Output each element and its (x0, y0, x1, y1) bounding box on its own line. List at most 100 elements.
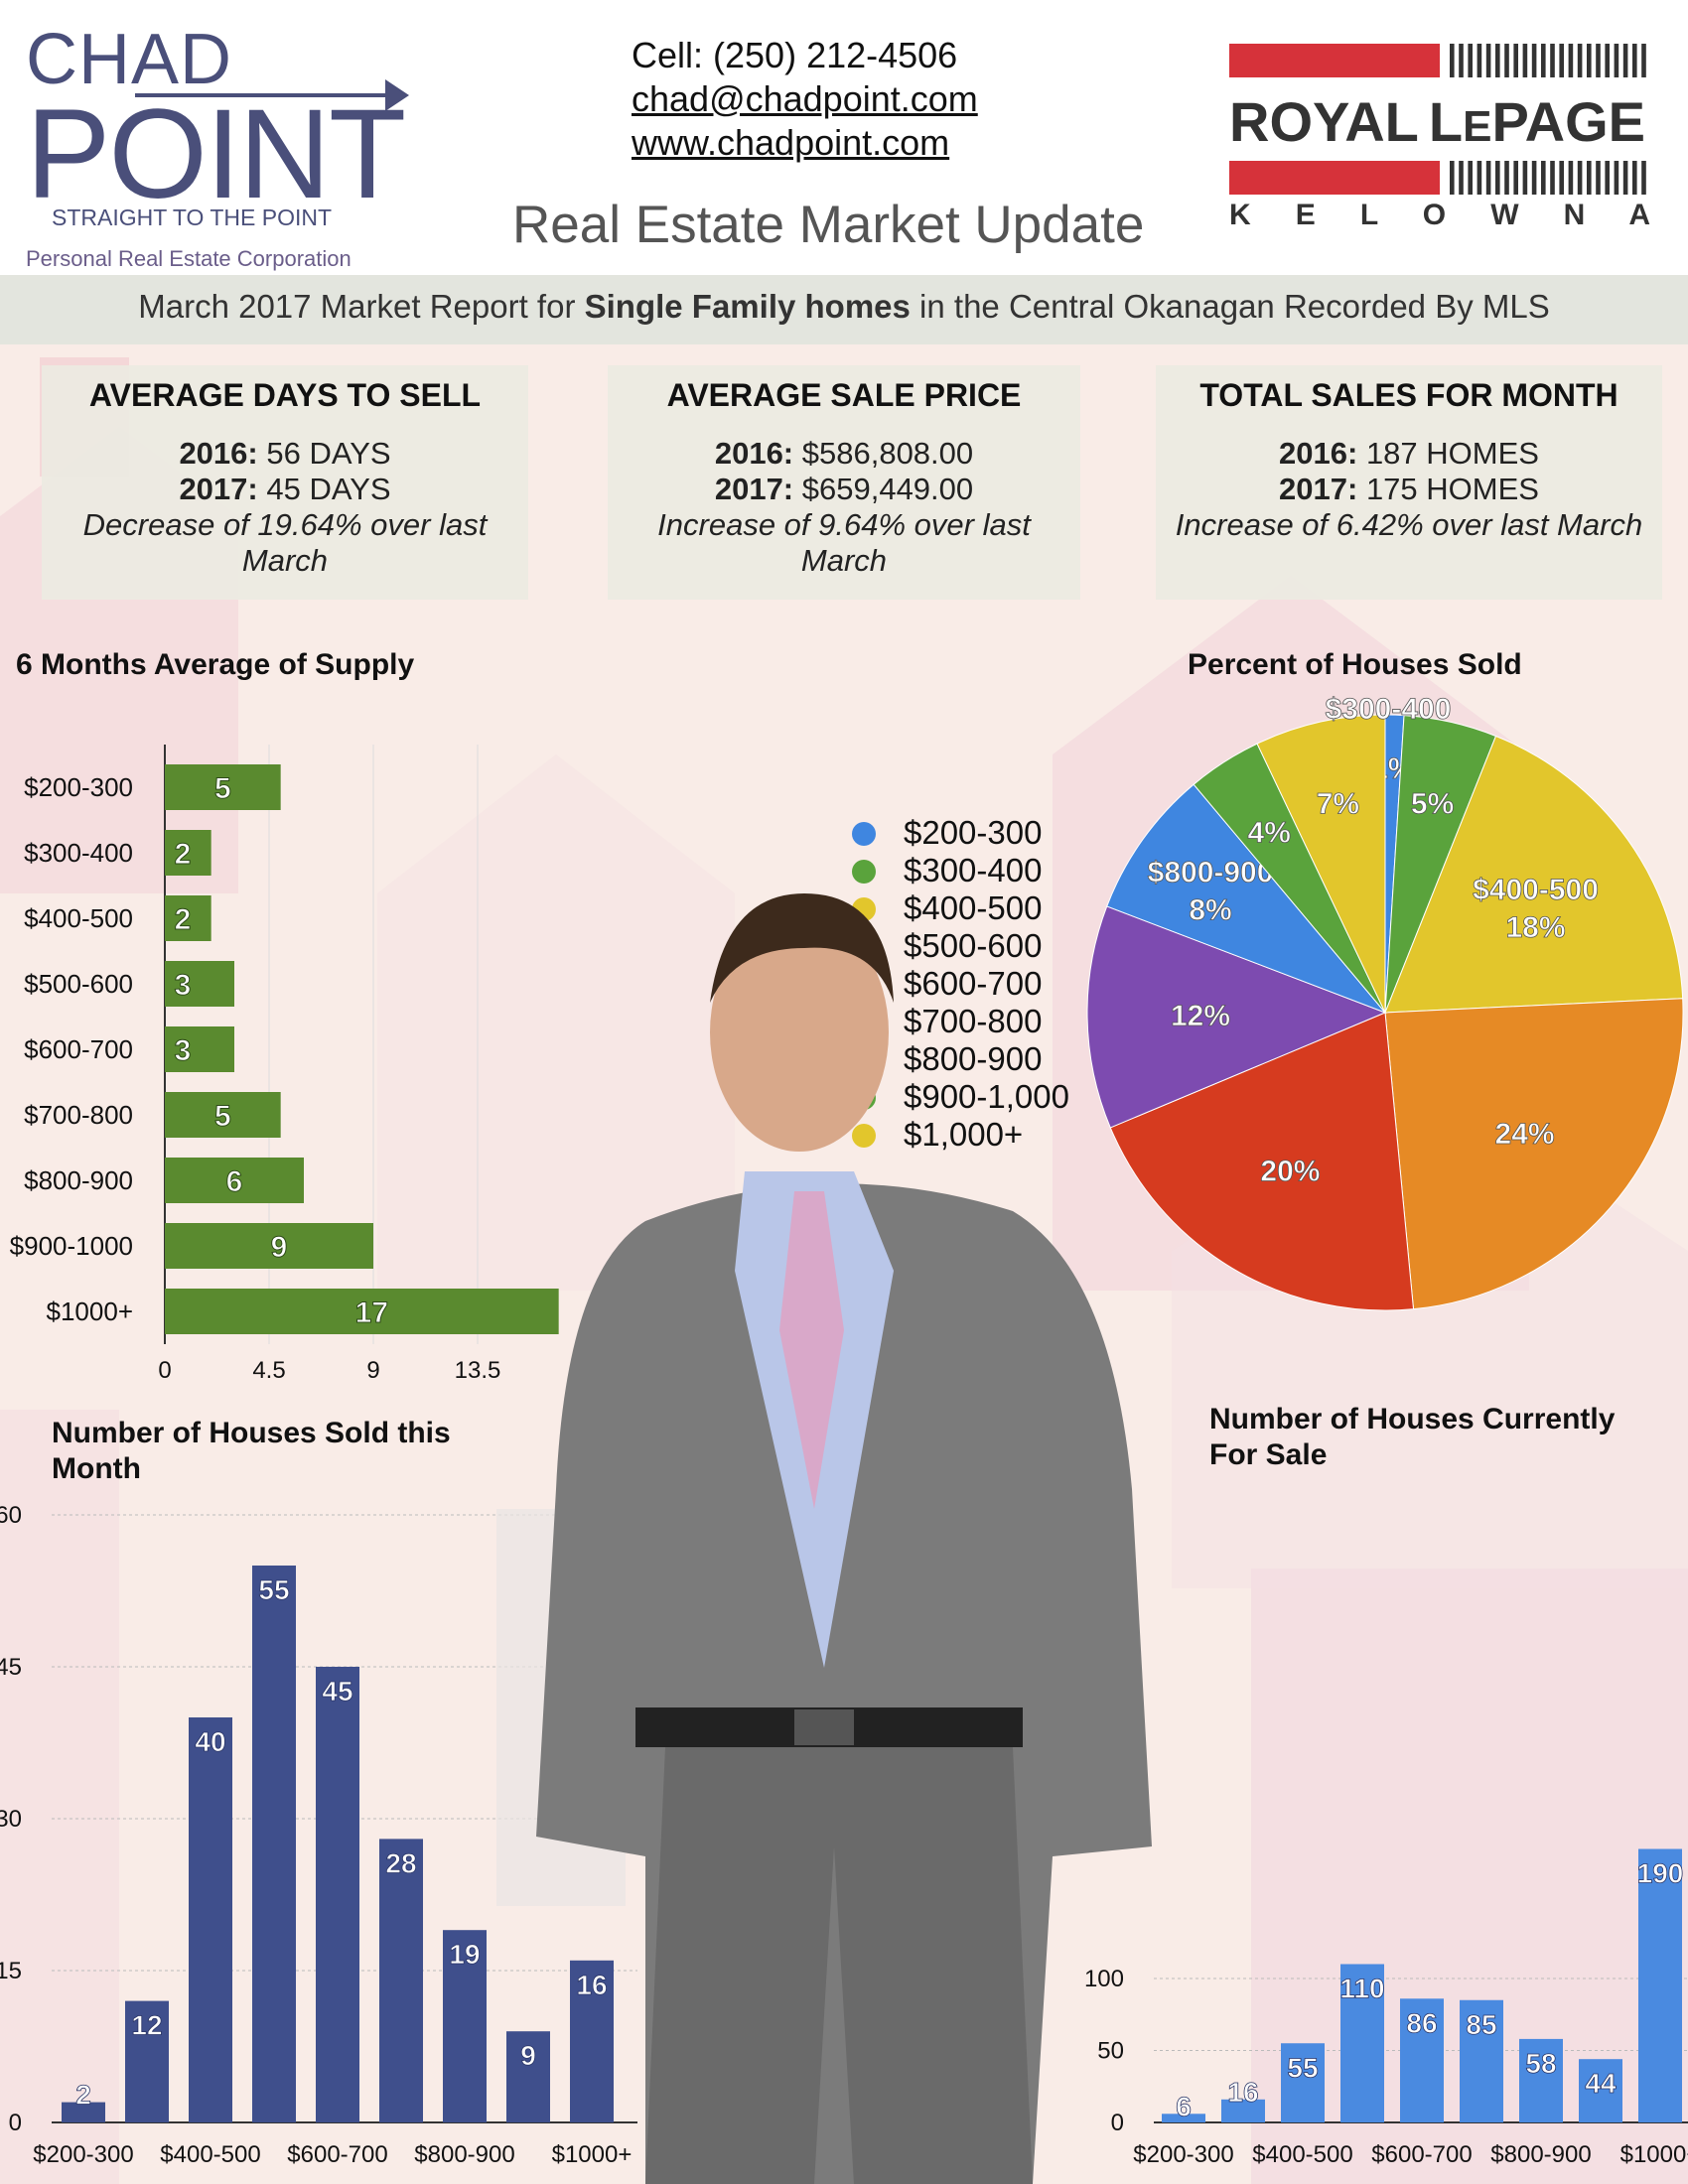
pie-slice (1086, 905, 1387, 1129)
pie-slice (1106, 783, 1387, 1015)
data-label: 28 (385, 1847, 416, 1878)
stat-title: AVERAGE DAYS TO SELL (88, 377, 482, 413)
supply-chart-title: 6 Months Average of Supply (16, 648, 415, 681)
stat-total-sales: TOTAL SALES FOR MONTH 2016: 187 HOMES 20… (1156, 365, 1662, 600)
royal-lepage-logo: ROYAL LEPAGE K E L O W N A (1229, 44, 1650, 231)
data-label: 5 (214, 772, 231, 805)
logo-chad: CHAD (26, 20, 233, 99)
y-tick-label: 60 (0, 1502, 22, 1529)
bar (165, 961, 234, 1007)
pie-slice (1384, 998, 1684, 1310)
data-label: 85 (1466, 2009, 1496, 2040)
agent-photo (496, 893, 1152, 2184)
email-link[interactable]: chad@chadpoint.com (632, 78, 978, 119)
bar (165, 1289, 559, 1334)
x-tick-label: 9 (366, 1357, 379, 1384)
bar (316, 1667, 359, 2122)
slice-label: 4% (1248, 816, 1291, 849)
bar (125, 2000, 169, 2122)
data-label: 5 (214, 1100, 231, 1133)
brand-name: ROYAL LEPAGE (1229, 90, 1645, 153)
bar (1340, 1964, 1384, 2122)
logo-tagline: STRAIGHT TO THE POINT (52, 205, 333, 230)
forsale-bar-chart: 0 50 100 6 $200-300 16 55 $400-500 110 86 $600-700… (1084, 1848, 1688, 2168)
bar (506, 2031, 550, 2122)
pie-slice (1384, 735, 1684, 1014)
legend-label: $700-800 (904, 1003, 1043, 1039)
stat-note: Decrease of 19.64% over last March (82, 507, 488, 578)
legend-label: $300-400 (904, 852, 1043, 888)
chadpoint-logo: CHAD POINT STRAIGHT TO THE POINT Persona… (26, 24, 423, 272)
legend-label: $500-600 (904, 927, 1043, 964)
y-tick-label: 100 (1084, 1966, 1124, 1992)
legend-swatch (852, 860, 876, 884)
stat-2017: 2017: 175 HOMES (1279, 472, 1539, 506)
y-tick-label: 15 (0, 1958, 22, 1984)
data-label: 45 (322, 1676, 352, 1706)
bar (165, 1092, 281, 1138)
legend-label: $400-500 (904, 889, 1043, 926)
y-tick-label: 45 (0, 1654, 22, 1681)
bar (570, 1960, 614, 2122)
legend-label: $200-300 (904, 814, 1043, 851)
legend-label: $1,000+ (904, 1116, 1024, 1153)
y-tick-label: $500-600 (24, 969, 133, 999)
x-tick-label: 13.5 (455, 1357, 501, 1384)
supply-bar-chart: 0 4.5 9 13.5 $200-300 5 $300-400 2 $400-500 2 $500… (10, 745, 559, 1384)
bar (1460, 1999, 1503, 2122)
pie-slice (1256, 714, 1386, 1014)
bar (165, 764, 281, 810)
legend-swatch (852, 822, 876, 846)
x-tick-label: $1000+ (1620, 2141, 1688, 2168)
x-tick-label: $400-500 (160, 2141, 260, 2168)
website-link[interactable]: www.chadpoint.com (632, 122, 950, 163)
bar (379, 1839, 423, 2122)
stat-note: Increase of 6.42% over last March (1175, 507, 1643, 542)
bar (1400, 1998, 1444, 2122)
data-label: 40 (195, 1726, 225, 1757)
slice-label: 5% (1411, 787, 1454, 820)
bar (165, 1158, 304, 1203)
stat-2017: 2017: $659,449.00 (714, 472, 974, 506)
sold-chart-title: Number of Houses Sold this Month (52, 1417, 451, 1485)
data-label: 55 (1287, 2052, 1318, 2083)
stat-days-to-sell: AVERAGE DAYS TO SELL 2016: 56 DAYS 2017:… (42, 365, 528, 600)
data-label: 2 (175, 903, 192, 936)
x-tick-label: 4.5 (252, 1357, 285, 1384)
slice-label: $800-900 8% (1148, 857, 1274, 927)
data-label: 19 (449, 1939, 480, 1970)
y-tick-label: $700-800 (24, 1100, 133, 1130)
x-tick-label: 0 (158, 1357, 171, 1384)
stat-2016: 2016: 187 HOMES (1279, 436, 1539, 471)
x-tick-label: $600-700 (287, 2141, 387, 2168)
logo-corp: Personal Real Estate Corporation (26, 246, 352, 271)
report-subtitle: March 2017 Market Report for Single Fami… (138, 288, 1550, 325)
data-label: 44 (1585, 2068, 1617, 2099)
bar (1162, 2114, 1205, 2122)
slice-label: 24% (1495, 1118, 1555, 1151)
legend-label: $900-1,000 (904, 1078, 1069, 1115)
x-tick-label: $800-900 (1490, 2141, 1591, 2168)
bar (1579, 2059, 1622, 2122)
slice-extra-label: $300-400 (1326, 693, 1452, 726)
y-tick-label: $1000+ (47, 1297, 133, 1326)
bar (1221, 2099, 1265, 2122)
data-label: 2 (175, 838, 192, 871)
y-tick-label: $200-300 (24, 772, 133, 802)
data-label: 6 (1176, 2091, 1192, 2121)
bar (443, 1930, 487, 2122)
header: CHAD POINT STRAIGHT TO THE POINT Persona… (0, 0, 1688, 275)
data-label: 9 (520, 2040, 536, 2071)
y-tick-label: 0 (1111, 2110, 1124, 2136)
x-tick-label: $1000+ (552, 2141, 633, 2168)
y-tick-label: $600-700 (24, 1034, 133, 1064)
data-label: 16 (576, 1970, 607, 2000)
brand-city: K E L O W N A (1229, 199, 1650, 231)
data-label: 110 (1339, 1974, 1384, 2004)
subtitle-band (0, 275, 1688, 344)
sold-bar-chart: 0 15 30 45 60 2 $200-300 12 40 $400-500 55 45 $600-7… (0, 1502, 637, 2168)
y-tick-label: 50 (1097, 2038, 1124, 2065)
x-tick-label: $200-300 (33, 2141, 133, 2168)
data-label: 3 (175, 1034, 192, 1067)
stat-title: TOTAL SALES FOR MONTH (1199, 377, 1618, 413)
